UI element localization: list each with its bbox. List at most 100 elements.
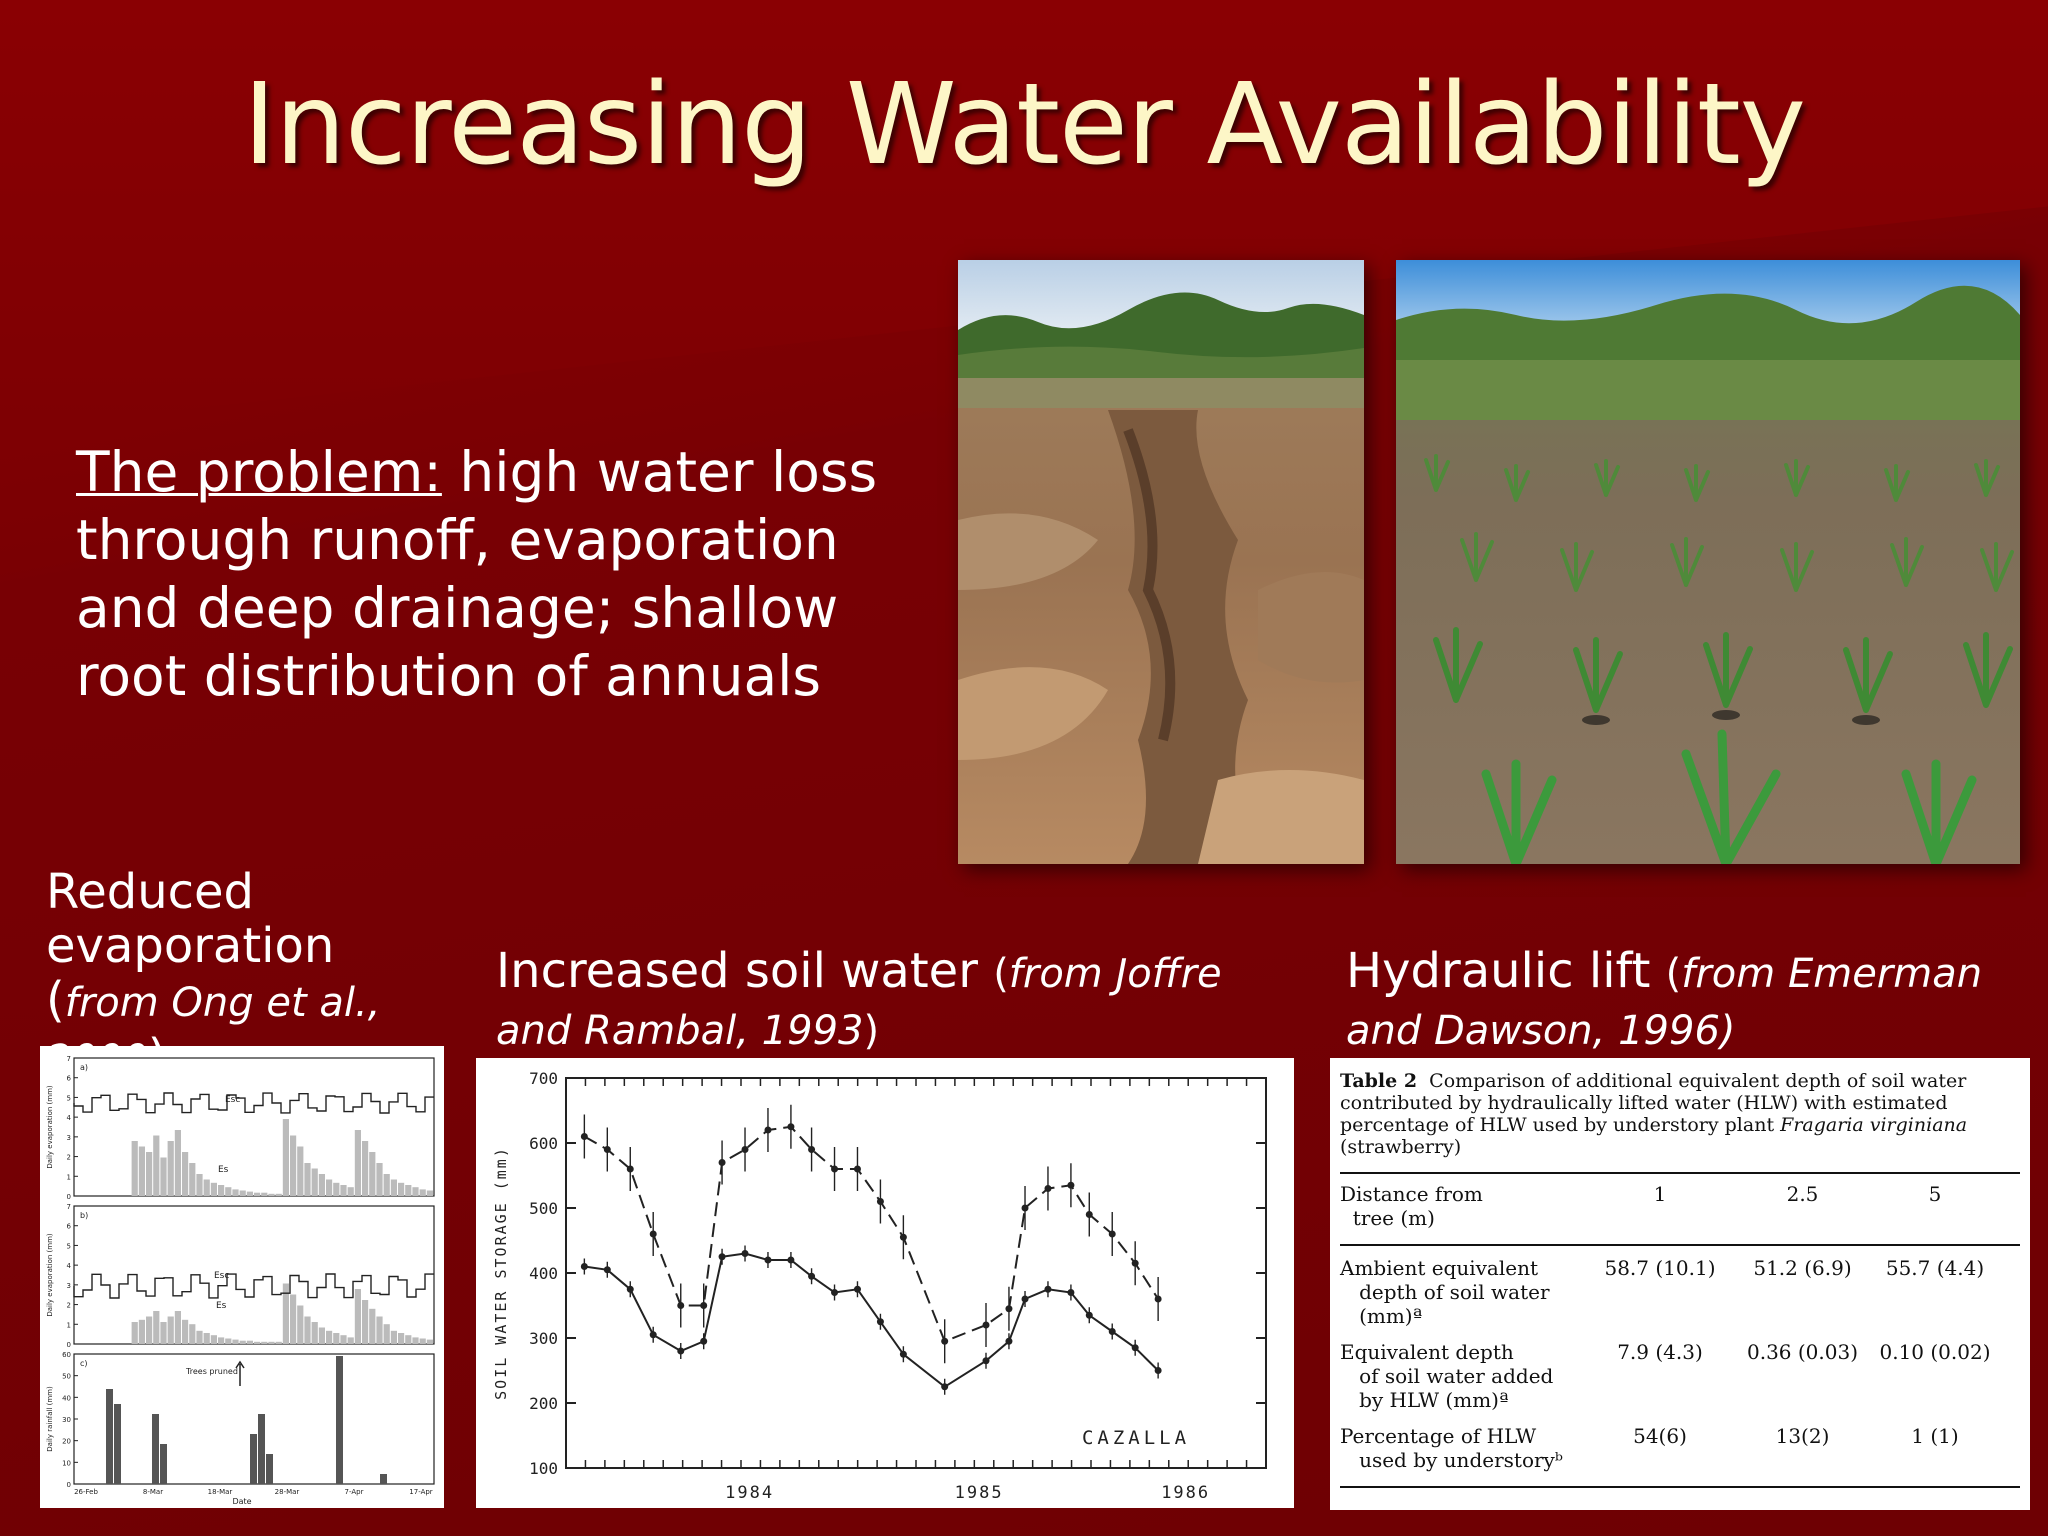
hydraulic-lift-table: Table 2 Comparison of additional equival… [1330,1058,2030,1510]
evap-bar [203,1179,210,1196]
evap-bar [275,1193,282,1196]
caption-soil-water: Increased soil water (from Joffre and Ra… [496,943,1222,1054]
x-tick-label: 8-Mar [143,1488,163,1496]
evap-bar [282,1119,289,1196]
evap-bar [290,1294,297,1344]
problem-statement: The problem: high water loss through run… [76,438,936,710]
y-tick-label: 500 [529,1199,558,1218]
evap-bar [318,1327,325,1344]
evap-bar [268,1341,275,1344]
evap-bar [426,1190,433,1196]
evap-step-line [73,1092,434,1114]
evaporation-figure: a) b) c) Daily evaporation (mm) Daily ev… [40,1046,444,1508]
caption-soil-cite: from Joffre and Rambal, 1993 [496,951,1222,1054]
x-tick-label: 18-Mar [208,1488,233,1496]
ylabel-b: Daily evaporation (mm) [46,1233,54,1317]
x-tick-label: 7-Apr [345,1488,364,1496]
evap-bar [282,1283,289,1344]
evap-bar [275,1341,282,1344]
photo-maize-field [1396,260,2020,864]
evap-bar [398,1182,405,1196]
evap-bar [340,1335,347,1344]
evap-bar [167,1316,174,1344]
y-tick-label: 3 [67,1282,71,1290]
x-tick-label: 28-Mar [275,1488,300,1496]
evap-bar [304,1163,311,1196]
evap-bar [412,1187,419,1196]
evap-bar [347,1187,354,1196]
caption-reduced-evaporation: Reduced evaporation (from Ong et al., 20… [46,865,446,1087]
evap-bar [196,1330,203,1344]
evap-bar [311,1322,318,1344]
y-tick-label: 0 [67,1481,71,1489]
evap-bar [354,1289,361,1344]
y-tick-label: 600 [529,1134,558,1153]
panel-label-a: a) [80,1063,88,1072]
evap-bar [218,1337,225,1344]
evap-bar [246,1191,253,1196]
evap-bar [254,1341,261,1344]
y-tick-label: 7 [67,1203,71,1211]
chart-annotation: CAZALLA [1082,1427,1190,1449]
rainfall-bar [336,1356,343,1484]
evap-bar [210,1335,217,1344]
y-tick-label: 60 [62,1351,71,1359]
evap-bar [383,1324,390,1344]
evap-bar [405,1335,412,1344]
evap-bar [153,1135,160,1196]
y-tick-label: 7 [67,1055,71,1063]
evap-bar [138,1146,145,1196]
chart-plot-area [565,1077,1267,1469]
y-tick-label: 30 [62,1416,71,1424]
evap-bar [333,1182,340,1196]
problem-text: high water loss through runoff, evaporat… [76,440,878,708]
chart-ylabel: SOIL WATER STORAGE (mm) [492,1146,510,1400]
evap-bar [254,1192,261,1196]
label-es-a: Es [218,1165,229,1175]
ylabel-a: Daily evaporation (mm) [46,1085,54,1169]
evap-bar [167,1141,174,1196]
evap-bar [131,1141,138,1196]
y-tick-label: 50 [62,1373,71,1381]
trees-pruned-arrow [235,1360,245,1386]
y-tick-label: 1 [67,1321,71,1329]
evap-bar [182,1152,189,1196]
evap-bar [160,1322,167,1344]
evap-bar [225,1338,232,1344]
x-tick-label: 1984 [725,1483,774,1503]
label-esc-a: Esc [225,1095,240,1105]
y-tick-label: 300 [529,1329,558,1348]
table-rule [1340,1486,2020,1488]
label-es-b: Es [216,1301,227,1311]
evap-bar [340,1185,347,1196]
evap-bar [239,1190,246,1196]
evap-bar [297,1305,304,1344]
rainfall-bar [114,1404,121,1484]
evap-bar [182,1319,189,1344]
evap-bar [297,1146,304,1196]
evap-bar [362,1300,369,1344]
y-tick-label: 6 [67,1223,72,1231]
evap-step-line [73,1273,434,1299]
slide-title: Increasing Water Availability [242,60,1806,190]
evap-bar [347,1337,354,1344]
table-row: Equivalent depth of soil water added by … [1340,1340,1991,1412]
evap-bar [232,1189,239,1196]
table-rule [1340,1172,2020,1174]
evap-xlabel: Date [232,1497,251,1506]
y-tick-label: 5 [67,1242,71,1250]
evap-bar [174,1311,181,1344]
y-tick-label: 20 [62,1438,71,1446]
evap-bar [290,1135,297,1196]
evap-bar [383,1174,390,1196]
evap-bar [390,1179,397,1196]
evap-bar [311,1168,318,1196]
evap-bar [146,1316,153,1344]
evap-bar [398,1333,405,1344]
evap-bar [369,1308,376,1344]
problem-label: The problem: [76,440,442,504]
caption-lift-cite: from Emerman and Dawson, 1996) [1346,951,1983,1054]
soil-water-chart: SOIL WATER STORAGE (mm) CAZALLA 100 200 30… [476,1058,1294,1508]
rainfall-bar [250,1434,257,1484]
evap-bar [174,1130,181,1196]
